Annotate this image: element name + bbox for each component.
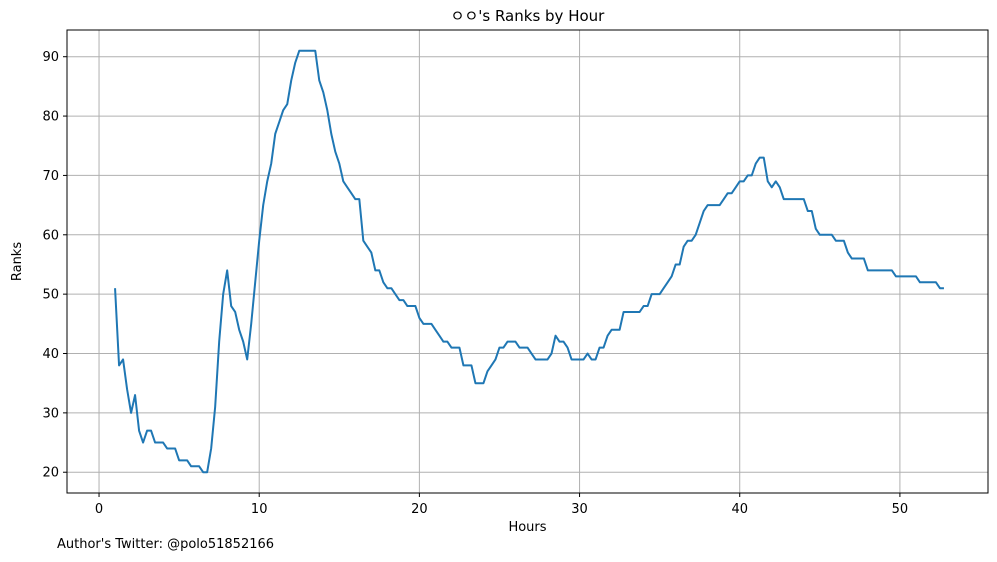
x-axis-label: Hours bbox=[508, 520, 546, 535]
x-tick-label: 30 bbox=[571, 502, 588, 517]
axis-ticks: 0 10 20 30 40 50 20 30 40 50 60 70 80 90 bbox=[42, 50, 908, 517]
y-tick-label: 90 bbox=[42, 50, 59, 65]
x-tick-label: 20 bbox=[411, 502, 428, 517]
x-tick-label: 40 bbox=[731, 502, 748, 517]
chart-title: ㅇㅇ's Ranks by Hour bbox=[451, 7, 605, 25]
y-axis-label: Ranks bbox=[10, 242, 25, 281]
grid-lines bbox=[67, 30, 988, 493]
y-tick-label: 40 bbox=[42, 347, 59, 362]
x-tick-label: 50 bbox=[892, 502, 909, 517]
y-tick-label: 30 bbox=[42, 406, 59, 421]
y-tick-label: 80 bbox=[42, 110, 59, 125]
x-tick-label: 0 bbox=[95, 502, 103, 517]
author-credit: Author's Twitter: @polo51852166 bbox=[57, 537, 275, 552]
x-tick-label: 10 bbox=[251, 502, 268, 517]
rank-series-line bbox=[114, 49, 944, 474]
y-tick-label: 50 bbox=[42, 288, 59, 303]
y-tick-label: 60 bbox=[42, 228, 59, 243]
y-tick-label: 20 bbox=[42, 466, 59, 481]
y-tick-label: 70 bbox=[42, 169, 59, 184]
plot-frame bbox=[66, 29, 989, 494]
data-layer bbox=[114, 49, 944, 474]
